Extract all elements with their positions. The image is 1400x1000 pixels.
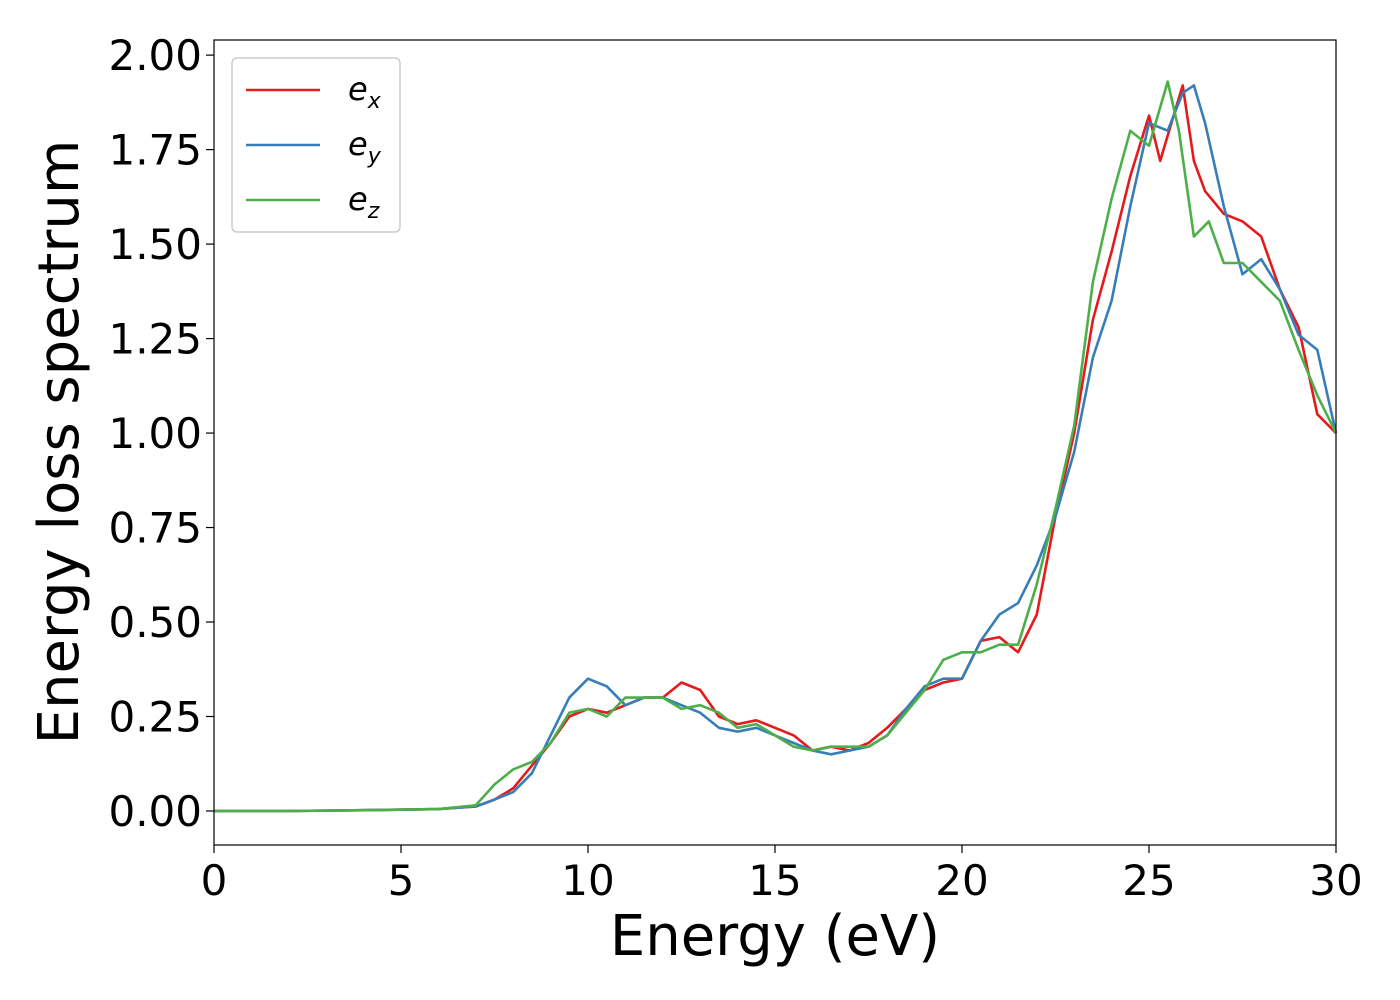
legend-label-subscript: y [367, 144, 382, 169]
legend-label-subscript: x [367, 89, 382, 114]
series-line-z [214, 80, 1338, 813]
x-tick-label: 0 [201, 856, 228, 905]
y-ticks: 0.00 0.25 0.50 0.75 1.00 1.25 1.50 1.75 2.00 [108, 31, 214, 836]
legend-label-base: e [348, 125, 368, 163]
y-axis-label: Energy loss spectrum [27, 140, 92, 745]
y-tick-label: 0.25 [108, 693, 202, 742]
x-tick-label: 20 [935, 856, 988, 905]
y-tick-label: 2.00 [108, 31, 202, 80]
legend-label-y: ey [348, 125, 382, 169]
series-layer [214, 80, 1338, 813]
x-tick-label: 25 [1122, 856, 1175, 905]
y-tick-label: 1.75 [108, 126, 202, 175]
legend-label-subscript: z [367, 199, 380, 224]
x-tick-label: 30 [1309, 856, 1362, 905]
y-tick-label: 1.00 [108, 409, 202, 458]
series-line-x [214, 84, 1337, 813]
legend-label-z: ez [348, 180, 380, 224]
legend-label-x: ex [348, 70, 382, 114]
x-tick-label: 5 [388, 856, 415, 905]
y-tick-label: 1.50 [108, 220, 202, 269]
legend-label-base: e [348, 180, 368, 218]
y-tick-label: 1.25 [108, 315, 202, 364]
y-tick-label: 0.50 [108, 598, 202, 647]
x-ticks: 0 5 10 15 20 25 30 [201, 845, 1363, 905]
x-axis-label: Energy (eV) [610, 904, 940, 969]
y-tick-label: 0.00 [108, 787, 202, 836]
x-tick-label: 15 [748, 856, 801, 905]
x-tick-label: 10 [561, 856, 614, 905]
y-tick-label: 0.75 [108, 504, 202, 553]
legend-label-base: e [348, 70, 368, 108]
